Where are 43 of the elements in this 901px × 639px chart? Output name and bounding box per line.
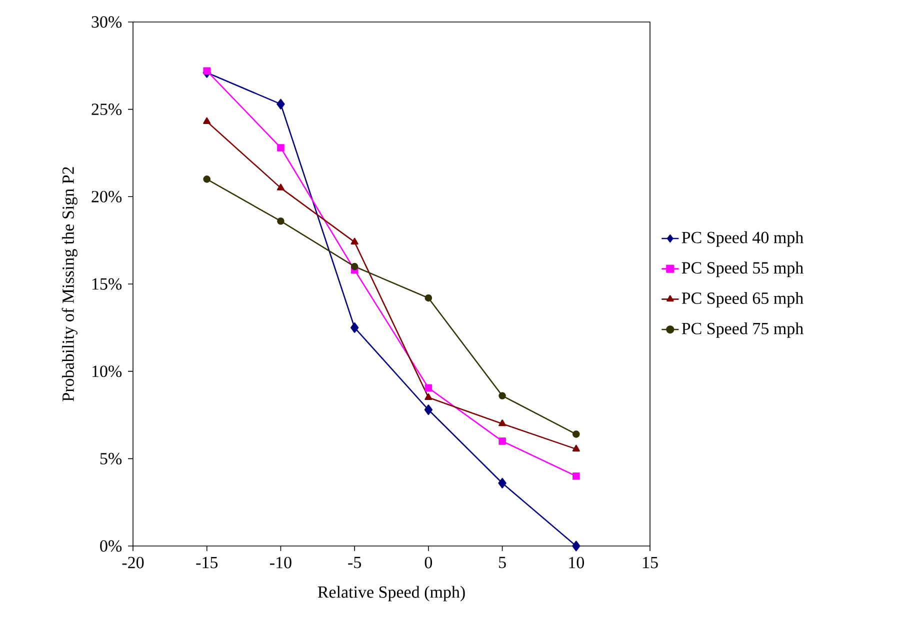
- legend-label: PC Speed 65 mph: [682, 292, 804, 308]
- y-tick-label: 20%: [92, 190, 122, 202]
- point: [350, 322, 359, 333]
- point: [203, 67, 211, 75]
- point: [572, 444, 580, 452]
- x-tick-label: -15: [196, 556, 218, 568]
- point: [277, 217, 284, 225]
- y-tick-label: 30%: [92, 16, 122, 28]
- y-tick-label: 15%: [92, 278, 122, 290]
- x-tick-label: -10: [270, 556, 292, 568]
- point: [572, 540, 580, 552]
- point: [572, 430, 580, 438]
- point: [277, 144, 284, 152]
- point: [350, 238, 358, 245]
- point: [498, 438, 506, 445]
- point: [572, 472, 580, 480]
- point: [276, 184, 284, 190]
- legend-label: PC Speed 40 mph: [682, 231, 804, 247]
- y-tick-label: 5%: [100, 452, 122, 464]
- legend-label: PC Speed 75 mph: [682, 322, 804, 338]
- point: [498, 419, 506, 426]
- point: [424, 393, 432, 400]
- point: [350, 262, 358, 270]
- y-axis-title: Probability of Missing the Sign P2: [62, 167, 78, 402]
- point: [498, 478, 506, 488]
- y-tick-label: 0%: [100, 540, 122, 552]
- point: [276, 98, 285, 110]
- x-tick-label: -20: [122, 556, 144, 568]
- x-tick-label: 10: [569, 556, 584, 568]
- point: [424, 294, 432, 302]
- point: [203, 176, 211, 183]
- x-tick-label: 15: [643, 556, 658, 568]
- point: [203, 117, 211, 124]
- y-tick-label: 10%: [92, 366, 122, 378]
- y-tick-label: 25%: [92, 104, 122, 116]
- x-tick-label: 0: [424, 556, 432, 568]
- legend-label: PC Speed 55 mph: [682, 262, 804, 278]
- x-axis-title: Relative Speed (mph): [318, 586, 465, 602]
- x-tick-label: -5: [348, 556, 361, 568]
- point: [498, 392, 506, 400]
- x-tick-label: 5: [499, 556, 506, 568]
- point: [424, 384, 432, 392]
- point: [424, 404, 433, 416]
